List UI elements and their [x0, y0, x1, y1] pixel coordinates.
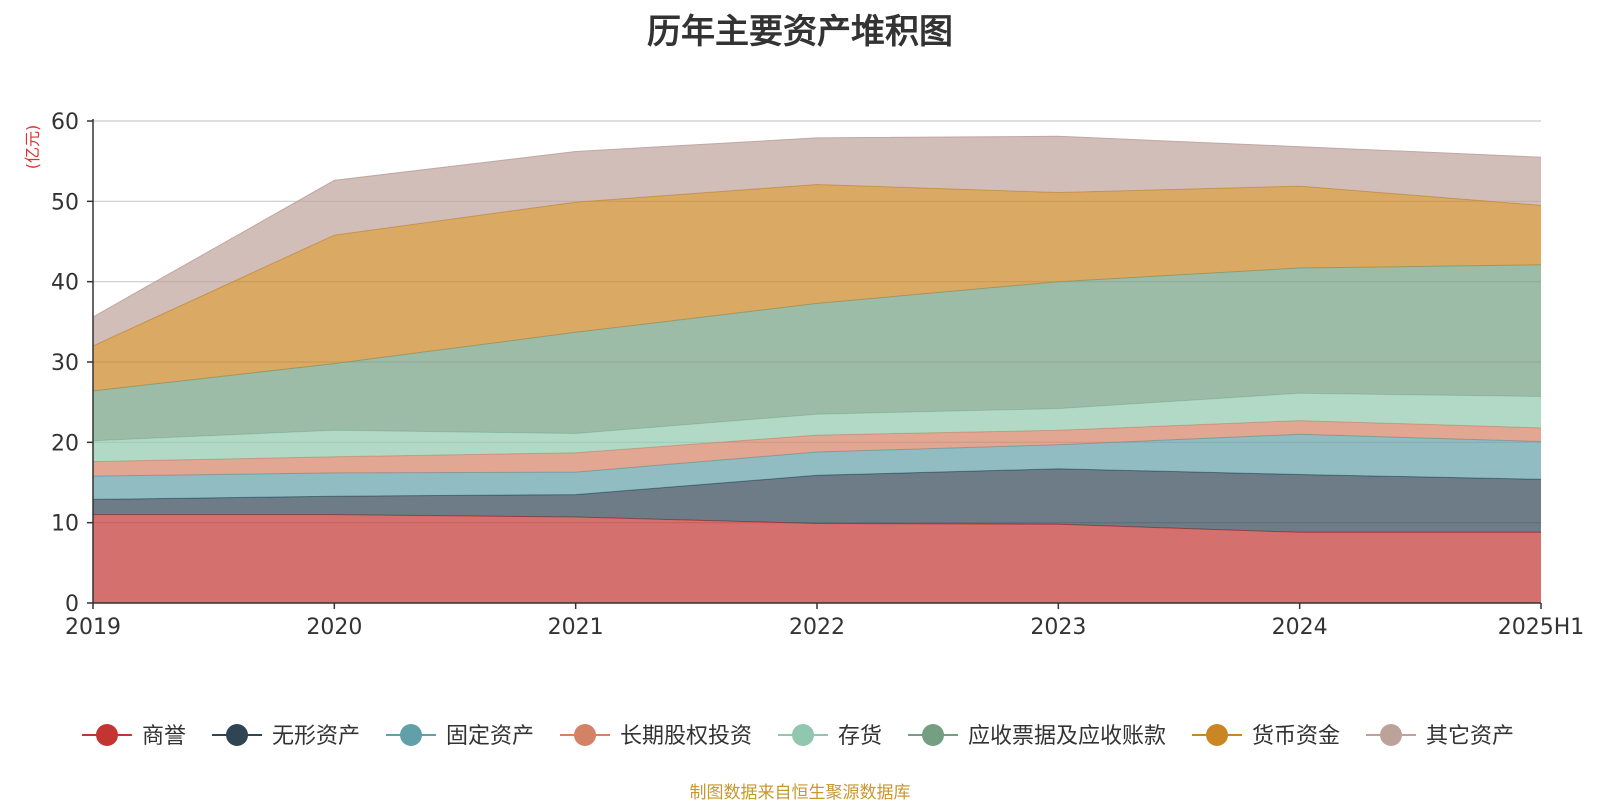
y-tick-label: 0: [65, 592, 79, 617]
area-固定资产: [93, 434, 1541, 500]
legend-item: 货币资金: [1192, 724, 1340, 749]
area-存货: [93, 393, 1541, 462]
legend-marker: [1206, 724, 1228, 746]
legend-item: 其它资产: [1366, 724, 1514, 749]
legend-item: 应收票据及应收账款: [908, 724, 1166, 749]
x-tick-label: 2019: [65, 615, 121, 640]
x-tick-label: 2024: [1272, 615, 1328, 640]
legend-item: 长期股权投资: [560, 724, 752, 749]
axes: 0 10 20 30 40 50 60 2019 2020 2021 2022 2023 2024 202…: [51, 110, 1584, 640]
legend-marker: [226, 724, 248, 746]
area-货币资金: [93, 184, 1541, 391]
x-tick-label: 2025H1: [1498, 615, 1585, 640]
chart-title: 历年主要资产堆积图: [647, 12, 953, 52]
y-axis-unit-label: (亿元): [23, 125, 42, 170]
legend-item: 无形资产: [212, 724, 360, 749]
area-商誉: [93, 514, 1541, 603]
y-tick-label: 20: [51, 431, 79, 456]
area-series-layer: [92, 135, 1542, 603]
area-edge-其它资产: [92, 135, 1542, 318]
legend-label: 商誉: [142, 724, 186, 749]
x-tick-label: 2022: [789, 615, 845, 640]
legend-item: 存货: [778, 724, 882, 749]
legend-label: 固定资产: [446, 724, 534, 749]
legend-marker: [1380, 724, 1402, 746]
legend-marker: [574, 724, 596, 746]
area-长期股权投资: [93, 420, 1541, 477]
y-tick-label: 60: [51, 110, 79, 135]
x-tick-label: 2023: [1030, 615, 1086, 640]
legend-label: 应收票据及应收账款: [968, 724, 1166, 749]
legend-label: 无形资产: [272, 724, 360, 749]
legend: 商誉 无形资产 固定资产 长期股权投资 存货 应收票据及应收账款 货币资金 其它资产: [82, 724, 1514, 749]
y-tick-label: 50: [51, 190, 79, 215]
legend-item: 商誉: [82, 724, 186, 749]
legend-marker: [96, 724, 118, 746]
x-tick-label: 2021: [548, 615, 604, 640]
legend-label: 存货: [838, 724, 882, 749]
legend-marker: [922, 724, 944, 746]
legend-marker: [792, 724, 814, 746]
legend-label: 长期股权投资: [620, 724, 752, 749]
source-note: 制图数据来自恒生聚源数据库: [689, 783, 911, 803]
legend-label: 其它资产: [1426, 724, 1514, 749]
y-tick-label: 30: [51, 351, 79, 376]
area-其它资产: [93, 136, 1541, 346]
legend-marker: [400, 724, 422, 746]
x-tick-label: 2020: [306, 615, 362, 640]
y-tick-label: 40: [51, 271, 79, 296]
area-无形资产: [93, 468, 1541, 533]
y-tick-label: 10: [51, 512, 79, 537]
legend-label: 货币资金: [1252, 724, 1340, 749]
area-应收票据及应收账款: [93, 264, 1541, 441]
legend-item: 固定资产: [386, 724, 534, 749]
